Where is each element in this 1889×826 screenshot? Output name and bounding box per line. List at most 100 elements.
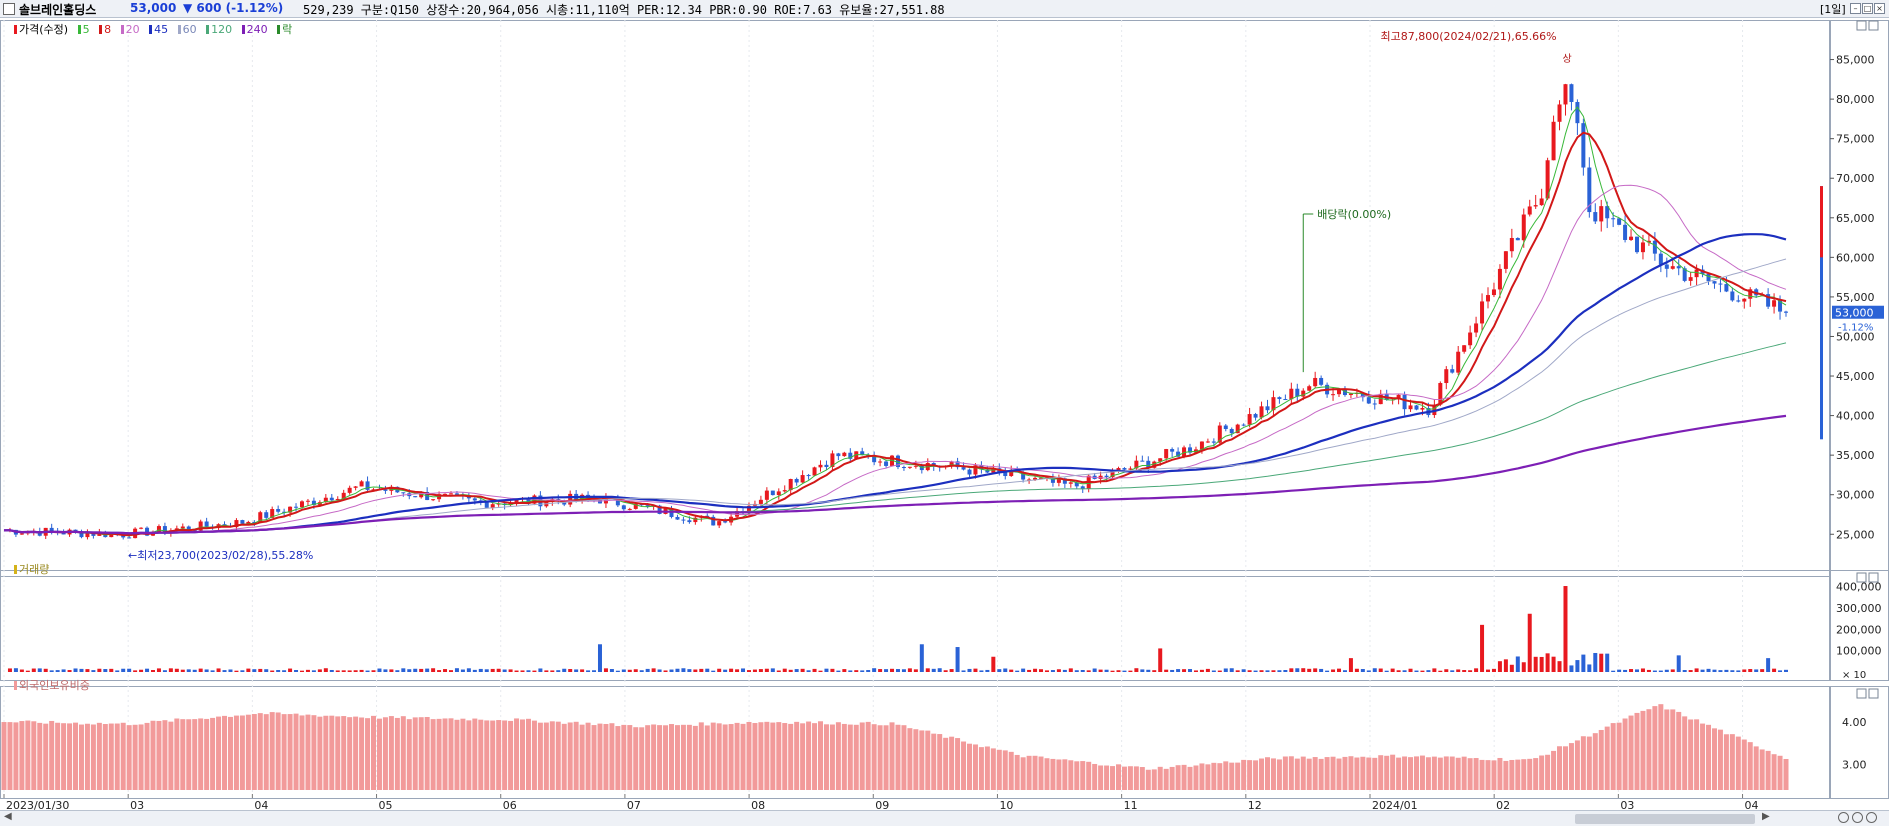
candle-body (1468, 332, 1473, 346)
volume-bar (1569, 665, 1574, 672)
panel-maximize-icon[interactable] (1856, 688, 1867, 699)
candle-body (431, 499, 436, 501)
foreign-bar (1086, 761, 1092, 790)
foreign-bar (1133, 766, 1139, 790)
scroll-right-icon[interactable]: ▶ (1762, 811, 1770, 822)
foreign-bar (841, 723, 847, 790)
volume-bar (353, 670, 358, 672)
candle-body (1736, 300, 1741, 302)
zoom-in-icon[interactable] (1852, 812, 1863, 823)
panel-frame (0, 20, 1830, 577)
candle-body (1402, 394, 1407, 410)
panel-maximize-icon[interactable] (1856, 20, 1867, 31)
foreign-bar (1044, 758, 1050, 790)
volume-bar (1438, 670, 1443, 672)
candle-body (1587, 167, 1592, 213)
volume-bar (490, 668, 495, 672)
foreign-bar (1467, 758, 1473, 790)
period-selector[interactable]: [1일] (1820, 3, 1846, 16)
candle-body (1474, 323, 1479, 333)
candle-body (776, 491, 781, 496)
volume-bar (967, 668, 972, 672)
scroll-left-icon[interactable]: ◀ (4, 811, 12, 822)
volume-bar (746, 670, 751, 672)
volume-bar (299, 670, 304, 672)
zoom-out-icon[interactable] (1838, 812, 1849, 823)
volume-bar (1331, 669, 1336, 672)
volume-bar (907, 668, 912, 672)
line-ma240 (3, 414, 1787, 535)
y-tick-label: 30,000 (1836, 489, 1875, 502)
volume-bar (1557, 661, 1562, 672)
volume-bar (1617, 669, 1622, 672)
candle-body (1730, 291, 1735, 301)
volume-bar (156, 668, 161, 672)
volume-bar (675, 668, 680, 672)
foreign-bar (1270, 758, 1276, 790)
candle-body (1283, 399, 1288, 401)
foreign-bar (716, 723, 722, 790)
foreign-bar (1229, 762, 1235, 790)
close-icon[interactable]: × (1874, 3, 1885, 14)
foreign-bar (1455, 757, 1461, 790)
stock-chart[interactable]: 25,000 30,000 35,000 40,000 45,000 50,000 55,0… (0, 18, 1889, 810)
foreign-bar (1580, 736, 1586, 790)
volume-bar (79, 668, 84, 672)
panel-close-icon[interactable] (1868, 20, 1879, 31)
candle-body (848, 452, 853, 459)
volume-bar (472, 669, 477, 672)
foreign-bar (525, 718, 531, 790)
volume-bar (717, 668, 722, 672)
foreign-bar (198, 718, 204, 790)
foreign-bar (597, 723, 603, 790)
volume-bar (812, 668, 817, 672)
panel-close-icon[interactable] (1868, 572, 1879, 583)
volume-bar (1378, 668, 1383, 672)
foreign-bar (454, 719, 460, 790)
minimize-icon[interactable]: – (1850, 3, 1861, 14)
foreign-bar (782, 723, 788, 790)
x-tick-label: 09 (875, 799, 889, 810)
maximize-icon[interactable]: □ (1862, 3, 1873, 14)
volume-bar (347, 670, 352, 672)
volume-bar (1247, 670, 1252, 672)
candle-body (1712, 281, 1717, 284)
foreign-bar (657, 725, 663, 790)
foreign-bar (1050, 758, 1056, 790)
foreign-bar (1706, 724, 1712, 790)
scroll-thumb[interactable] (1575, 814, 1755, 824)
foreign-bar (943, 737, 949, 790)
volume-bar (1235, 670, 1240, 672)
zoom-reset-icon[interactable] (1866, 812, 1877, 823)
volume-bar (913, 669, 918, 672)
panel-maximize-icon[interactable] (1856, 572, 1867, 583)
candle-body (365, 481, 370, 490)
foreign-bar (1622, 718, 1628, 790)
volume-bar (1384, 670, 1389, 672)
header-checkbox[interactable] (3, 3, 15, 15)
candle-body (490, 504, 495, 508)
volume-bar (377, 668, 382, 672)
volume-bar (985, 669, 990, 672)
foreign-bar (1551, 750, 1557, 790)
candle-body (246, 521, 251, 524)
volume-bar (663, 670, 668, 672)
volume-bar (1456, 669, 1461, 672)
volume-tick-label: 400,000 (1836, 581, 1882, 594)
volume-bar (1217, 670, 1222, 672)
foreign-bar (1574, 740, 1580, 790)
candle-body (895, 455, 900, 468)
panel-close-icon[interactable] (1868, 688, 1879, 699)
foreign-bar (1521, 759, 1527, 790)
volume-bar (943, 670, 948, 672)
foreign-bar (1431, 756, 1437, 790)
candle-body (657, 505, 662, 514)
candle-body (1748, 289, 1753, 299)
candle-body (568, 493, 573, 505)
horizontal-scrollbar[interactable]: ◀ ▶ (0, 810, 1889, 826)
volume-bar (1295, 668, 1300, 672)
candle-body (842, 452, 847, 457)
candle-body (1009, 470, 1014, 477)
candle-body (1146, 460, 1151, 468)
volume-bar (1444, 669, 1449, 672)
